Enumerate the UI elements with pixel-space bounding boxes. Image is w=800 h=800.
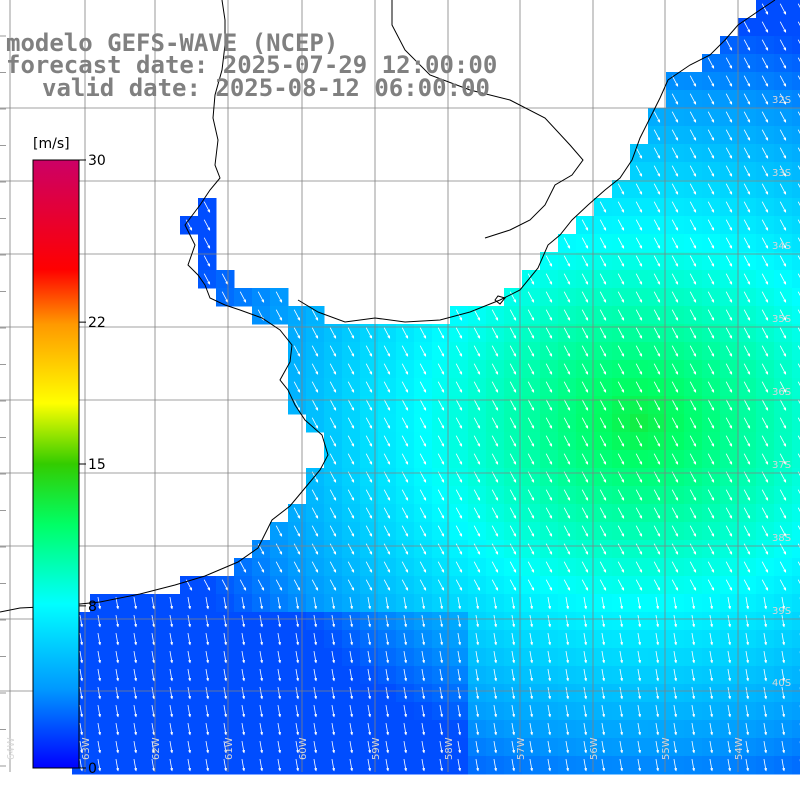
- wind-vectors: [79, 3, 800, 772]
- lon-label: 54W: [734, 737, 745, 760]
- colorbar-tick-label: 15: [88, 457, 106, 473]
- lat-label: 34S: [772, 241, 791, 252]
- lon-label: 63W: [81, 737, 92, 760]
- lon-label: 55W: [661, 737, 672, 760]
- wind-arrow: [743, 21, 751, 33]
- wind-cell: [792, 18, 800, 37]
- valid-date: valid date: 2025-08-12 06:00:00: [42, 74, 490, 102]
- wind-cell: [792, 648, 800, 667]
- lat-label: 39S: [772, 606, 791, 617]
- wind-cell: [792, 612, 800, 631]
- wind-cell: [792, 684, 800, 703]
- wind-arrow: [761, 3, 769, 15]
- wind-cell: [792, 306, 800, 325]
- wind-arrow: [761, 21, 769, 33]
- wind-cell: [792, 378, 800, 397]
- wind-cell: [792, 54, 800, 73]
- lon-label: 58W: [444, 737, 455, 760]
- wind-cell: [792, 504, 800, 523]
- wind-cell: [792, 756, 800, 775]
- wind-cell: [792, 36, 800, 55]
- wind-speed-cells: [72, 0, 800, 775]
- wind-cell: [792, 522, 800, 541]
- lon-label: 59W: [371, 737, 382, 760]
- wind-cell: [792, 468, 800, 487]
- wind-cell: [792, 396, 800, 415]
- colorbar-unit: [m/s]: [33, 136, 70, 152]
- wind-cell: [792, 108, 800, 127]
- wind-cell: [792, 72, 800, 91]
- wind-cell: [792, 702, 800, 721]
- wind-cell: [792, 540, 800, 559]
- wind-cell: [792, 738, 800, 757]
- wind-cell: [792, 576, 800, 595]
- wind-cell: [792, 342, 800, 361]
- wind-cell: [792, 558, 800, 577]
- wind-cell: [792, 360, 800, 379]
- wind-cell: [792, 414, 800, 433]
- wind-cell: [792, 180, 800, 199]
- lon-label: 57W: [516, 737, 527, 760]
- lat-label: 36S: [772, 387, 791, 398]
- wind-cell: [792, 126, 800, 145]
- wind-cell: [792, 288, 800, 307]
- lon-label: 56W: [589, 737, 600, 760]
- wind-cell: [792, 594, 800, 613]
- wind-cell: [792, 486, 800, 505]
- lat-label: 40S: [772, 678, 791, 689]
- lon-label: 62W: [151, 737, 162, 760]
- wind-cell: [792, 144, 800, 163]
- colorbar-gradient: [32, 159, 80, 769]
- wind-cell: [792, 324, 800, 343]
- lat-label: 32S: [772, 95, 791, 106]
- wind-cell: [792, 90, 800, 109]
- lat-label: 35S: [772, 314, 791, 325]
- colorbar-tick-label: 22: [88, 315, 106, 331]
- lon-label: 61W: [224, 737, 235, 760]
- wind-cell: [792, 666, 800, 685]
- colorbar-tick-label: 0: [88, 761, 97, 777]
- wind-cell: [792, 0, 800, 19]
- wind-cell: [792, 198, 800, 217]
- wind-cell: [792, 450, 800, 469]
- colorbar-tick-label: 8: [88, 599, 97, 615]
- wind-cell: [792, 234, 800, 253]
- wind-cell: [792, 720, 800, 739]
- lat-label: 38S: [772, 533, 791, 544]
- wind-cell: [792, 216, 800, 235]
- wind-cell: [792, 630, 800, 649]
- lat-label: 37S: [772, 460, 791, 471]
- colorbar-tick-label: 30: [88, 153, 106, 169]
- lon-label: 60W: [298, 737, 309, 760]
- lat-label: 33S: [772, 168, 791, 179]
- wind-arrow: [797, 3, 800, 8]
- lon-label: 64W: [6, 737, 17, 760]
- wind-cell: [792, 252, 800, 271]
- wind-arrow: [779, 3, 787, 15]
- wind-cell: [792, 270, 800, 289]
- wind-cell: [792, 432, 800, 451]
- wind-cell: [792, 162, 800, 181]
